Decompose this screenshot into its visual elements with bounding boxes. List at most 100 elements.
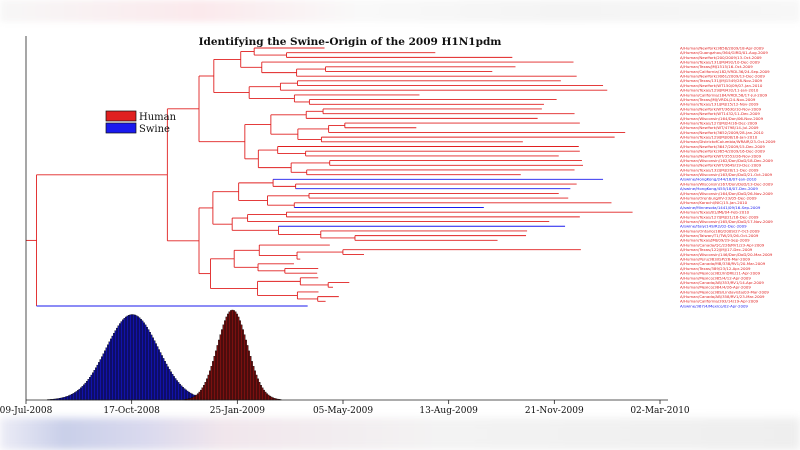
histogram-bar (80, 387, 82, 401)
histogram-bar (72, 393, 75, 401)
histogram-bar (122, 319, 124, 401)
histogram-bar (239, 320, 241, 401)
histogram-bar (81, 386, 84, 401)
histogram-bar (209, 370, 211, 401)
x-tick-label: 21-Nov-2009 (525, 406, 584, 416)
histogram-bar (171, 373, 174, 401)
histogram-bar (98, 362, 100, 401)
histogram-bar (95, 367, 97, 401)
histogram-bar (233, 310, 235, 401)
histogram-bar (224, 320, 226, 401)
histogram-bar (141, 320, 144, 401)
x-tick-label: 13-Aug-2009 (419, 406, 478, 416)
leaf-label: A/Human/Mexico/382/InDRE/11-Apr-2009 (680, 271, 761, 276)
histogram-bar (237, 316, 240, 401)
histogram-bar (230, 310, 232, 401)
leaf-label: A/Human/Texas/131/JMJ/15/12-Nov-2009 (680, 102, 759, 107)
distribution-swine (47, 314, 217, 401)
histogram-bar (242, 329, 244, 401)
leaf-label: A/swine/367/4/Mexico/02-Apr-2009 (680, 303, 748, 308)
leaf-label: A/Human/DistrictofColumbia/WRAIR/23-Oct-… (680, 139, 776, 144)
histogram-bar (144, 324, 147, 401)
histogram-bar (161, 355, 163, 401)
histogram-bar (252, 366, 255, 401)
histogram-bar (104, 350, 106, 401)
histogram-bar (258, 382, 261, 401)
leaf-labels: A/Human/NewYork/3658/2009/18-Apr-2009 A/H… (680, 45, 776, 308)
histogram-bar (128, 315, 130, 401)
histogram-bar (78, 388, 81, 401)
histogram-bar (185, 389, 187, 401)
histogram-bar (155, 343, 157, 401)
histogram-bar (162, 358, 165, 401)
histogram-bar (234, 311, 237, 401)
leaf-label: A/Human/NewYork/3658/2009/18-Apr-2009 (680, 45, 764, 50)
histogram-bar (69, 394, 72, 401)
histogram-bar (200, 389, 202, 401)
histogram-bar (102, 353, 105, 401)
histogram-bar (137, 316, 139, 401)
histogram-bar (243, 334, 246, 401)
x-tick-label: 09-Jul-2008 (0, 406, 53, 416)
histogram-bar (125, 316, 127, 401)
leaf-label: A/Human/Wisconsin/167/Don/DoD/13-Dec-200… (680, 181, 773, 186)
histogram-bar (152, 337, 154, 401)
histogram-bar (245, 339, 247, 401)
histogram-bar (227, 313, 229, 401)
histogram-bar (129, 314, 132, 401)
leaf-label: A/Human/Peru/363/ISP/26-Mar-2009 (680, 256, 751, 261)
leaf-label: A/Human/Mexico/389/Lindavista/03-Mar-200… (680, 289, 769, 294)
histogram-bar (107, 344, 109, 401)
histogram-bar (135, 315, 138, 401)
histogram-bar (168, 369, 171, 401)
histogram-bar (65, 396, 67, 401)
leaf-label: A/Human/California/393/14/19-Apr-2009 (680, 299, 759, 304)
histogram-bar (71, 394, 73, 401)
leaf-label: A/Human/Canada/AB/358/RV1/23-Mar-2009 (680, 294, 765, 299)
leaf-label: A/Human/NewYork/3647/2009/15-Dec-2009 (680, 144, 765, 149)
histogram-bar (105, 347, 108, 401)
leaf-label: A/Human/NewYork/WT1432/11-Dec-2009 (680, 111, 760, 116)
histogram-bar (108, 341, 111, 401)
histogram-bar (240, 324, 243, 401)
histogram-bar (83, 384, 85, 401)
histogram-bar (183, 388, 186, 401)
histogram-bar (260, 385, 262, 401)
leaf-label: A/Human/Taiwan/T1/TW/25/26-Oct-2009 (680, 233, 759, 238)
histogram-bar (116, 327, 118, 401)
histogram-bar (177, 382, 180, 401)
leaf-label: A/Human/NewYork/WT/3553/26-Nov-2009 (680, 153, 762, 158)
leaf-label: A/Human/Texas/127/JMJ24/16-Dec-2009 (680, 120, 758, 125)
legend: Human Swine (105, 110, 177, 135)
histogram-bar (257, 378, 259, 401)
histogram-bar (176, 380, 178, 401)
histogram-bar (195, 394, 198, 401)
histogram-bar (167, 366, 169, 401)
histogram-bar (101, 356, 103, 401)
histogram-bar (111, 335, 114, 401)
histogram-bar (254, 370, 256, 401)
histogram-bar (92, 372, 94, 401)
leaf-label: A/Human/Mexico/384/4/26-Apr-2009 (680, 285, 751, 290)
histogram-bar (198, 391, 201, 401)
histogram-bar (261, 387, 264, 401)
leaf-label: A/Human/NewYork/3654/2009/16-Dec-2009 (680, 149, 765, 154)
histogram-bar (186, 390, 189, 401)
histogram-bar (203, 385, 205, 401)
histogram-bar (204, 382, 207, 401)
leaf-label: A/Human/Texas/132/JMJ/28/11-Dec-2009 (680, 167, 759, 172)
x-tick-label: 02-Mar-2010 (630, 406, 690, 416)
histogram-bar (165, 363, 168, 401)
leaf-label: A/Human/NewYork/3061/2009/13-Dec-2009 (680, 74, 765, 79)
histogram-bar (143, 322, 145, 401)
histogram-bar (255, 374, 258, 401)
histogram-bar (222, 324, 225, 401)
leaf-label: A/Human/Canada/QC/226/RV1/23-Apr-2009 (680, 242, 765, 247)
histogram-bar (269, 395, 271, 401)
leaf-label: A/Human/Texas/129/JMJ/08/18-Jan-2010 (680, 135, 758, 140)
histogram-bar (120, 321, 123, 401)
histogram-bar (146, 326, 148, 401)
histogram-bar (236, 313, 238, 401)
leaf-label: A/swine/Minnesota/1441/09/16-Sep-2009 (680, 205, 761, 210)
